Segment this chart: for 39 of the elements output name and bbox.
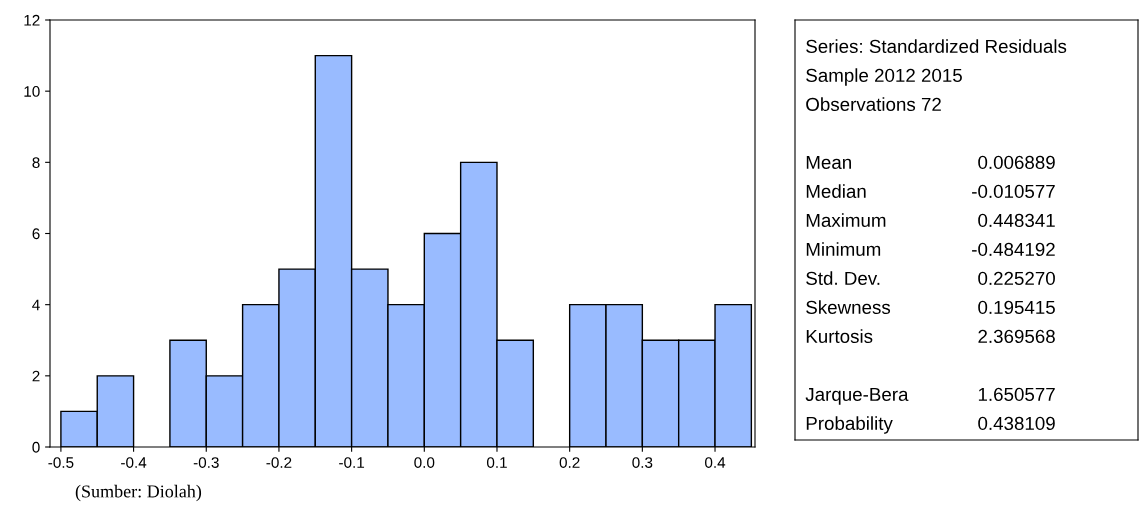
x-tick-label: 0.2 bbox=[559, 457, 580, 468]
category-label: Maximum bbox=[806, 213, 886, 228]
text: -0.010577 bbox=[972, 184, 1055, 199]
x-tick-label: -0.1 bbox=[339, 457, 365, 468]
y-tick-label: 2 bbox=[32, 370, 40, 382]
x-tick-label: -0.5 bbox=[48, 457, 74, 468]
category-label: Probability bbox=[806, 416, 893, 434]
text: 1.650577 bbox=[978, 387, 1055, 402]
y-tick-label: 10 bbox=[24, 86, 40, 97]
text: 2.369568 bbox=[978, 329, 1055, 344]
x-tick-label: 0.3 bbox=[632, 457, 653, 468]
category-label: Mean bbox=[806, 155, 851, 170]
category-label: Std. Dev. bbox=[806, 271, 880, 286]
text: -0.484192 bbox=[972, 242, 1055, 257]
x-tick-label: -0.4 bbox=[121, 457, 147, 468]
text: Series: Standardized Residuals bbox=[806, 39, 1067, 54]
y-tick-label: 4 bbox=[32, 299, 40, 311]
x-tick-label: 0.4 bbox=[705, 457, 726, 468]
text: 0.195415 bbox=[978, 300, 1055, 315]
category-label: Jarque-Bera bbox=[805, 387, 909, 405]
category-label: Minimum bbox=[806, 242, 881, 257]
text: Sample 2012 2015 bbox=[806, 68, 962, 86]
y-tick-label: 6 bbox=[32, 228, 40, 240]
x-tick-label: -0.3 bbox=[193, 457, 219, 468]
text: Observations 72 bbox=[806, 97, 941, 112]
text: 0.225270 bbox=[978, 271, 1055, 286]
text: 0.448341 bbox=[978, 213, 1055, 228]
text: (Sumber: Diolah) bbox=[75, 484, 202, 502]
category-label: Median bbox=[806, 184, 866, 199]
category-label: Skewness bbox=[806, 300, 891, 315]
y-tick-label: 8 bbox=[32, 157, 40, 169]
text: 0.006889 bbox=[978, 155, 1055, 170]
y-tick-label: 12 bbox=[24, 14, 40, 26]
y-tick-label: 0 bbox=[32, 441, 40, 453]
x-tick-label: 0.0 bbox=[414, 457, 435, 468]
x-tick-label: -0.2 bbox=[266, 457, 292, 468]
text: 0.438109 bbox=[978, 416, 1055, 431]
category-label: Kurtosis bbox=[806, 329, 873, 344]
x-tick-label: 0.1 bbox=[486, 457, 507, 468]
